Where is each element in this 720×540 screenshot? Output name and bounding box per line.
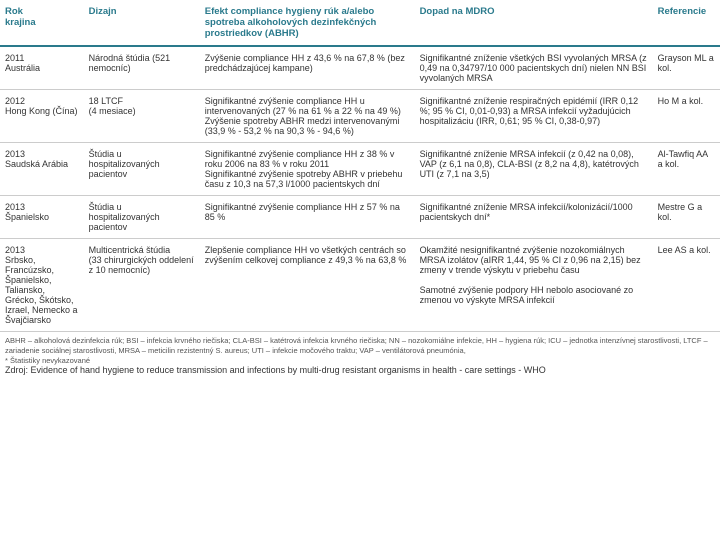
table-row: 2013Španielsko Štúdia u hospitalizovanýc… (0, 196, 720, 239)
evidence-table: Rokkrajina Dizajn Efekt compliance hygie… (0, 0, 720, 332)
cell-references: Lee AS a kol. (653, 239, 720, 332)
table-row: 2013Srbsko, Francúzsko, Španielsko, Tali… (0, 239, 720, 332)
cell-year-country: 2013Saudská Arábia (0, 143, 84, 196)
cell-impact: Signifikantné zníženie respiračných epid… (415, 90, 653, 143)
cell-effect: Zlepšenie compliance HH vo všetkých cent… (200, 239, 415, 332)
cell-effect: Signifikantné zvýšenie compliance HH u i… (200, 90, 415, 143)
cell-impact: Signifikantné zníženie všetkých BSI vyvo… (415, 46, 653, 90)
table-row: 2011Austrália Národná štúdia (521 nemocn… (0, 46, 720, 90)
cell-references: Al-Tawfiq AA a kol. (653, 143, 720, 196)
cell-design: Multicentrická štúdia(33 chirurgických o… (84, 239, 200, 332)
cell-design: Štúdia u hospitalizovaných pacientov (84, 143, 200, 196)
cell-references: Grayson ML a kol. (653, 46, 720, 90)
table-header-row: Rokkrajina Dizajn Efekt compliance hygie… (0, 0, 720, 46)
cell-year-country: 2012Hong Kong (Čína) (0, 90, 84, 143)
cell-design: 18 LTCF(4 mesiace) (84, 90, 200, 143)
header-impact: Dopad na MDRO (415, 0, 653, 46)
cell-year-country: 2013Španielsko (0, 196, 84, 239)
cell-effect: Signifikantné zvýšenie compliance HH z 5… (200, 196, 415, 239)
header-references: Referencie (653, 0, 720, 46)
cell-impact: Signifikantné zníženie MRSA infekcií (z … (415, 143, 653, 196)
footnote-abbr: ABHR – alkoholová dezinfekcia rúk; BSI –… (0, 332, 720, 365)
cell-effect: Zvýšenie compliance HH z 43,6 % na 67,8 … (200, 46, 415, 90)
cell-references: Mestre G a kol. (653, 196, 720, 239)
cell-effect: Signifikantné zvýšenie compliance HH z 3… (200, 143, 415, 196)
cell-impact: Okamžité nesignifikantné zvýšenie nozoko… (415, 239, 653, 332)
header-effect: Efekt compliance hygieny rúk a/alebo spo… (200, 0, 415, 46)
cell-references: Ho M a kol. (653, 90, 720, 143)
source-line: Zdroj: Evidence of hand hygiene to reduc… (0, 365, 720, 379)
table-row: 2013Saudská Arábia Štúdia u hospitalizov… (0, 143, 720, 196)
header-year-country: Rokkrajina (0, 0, 84, 46)
cell-year-country: 2013Srbsko, Francúzsko, Španielsko, Tali… (0, 239, 84, 332)
cell-design: Národná štúdia (521 nemocníc) (84, 46, 200, 90)
header-design: Dizajn (84, 0, 200, 46)
cell-year-country: 2011Austrália (0, 46, 84, 90)
cell-impact: Signifikantné zníženie MRSA infekcií/kol… (415, 196, 653, 239)
cell-design: Štúdia u hospitalizovaných pacientov (84, 196, 200, 239)
table-row: 2012Hong Kong (Čína) 18 LTCF(4 mesiace) … (0, 90, 720, 143)
